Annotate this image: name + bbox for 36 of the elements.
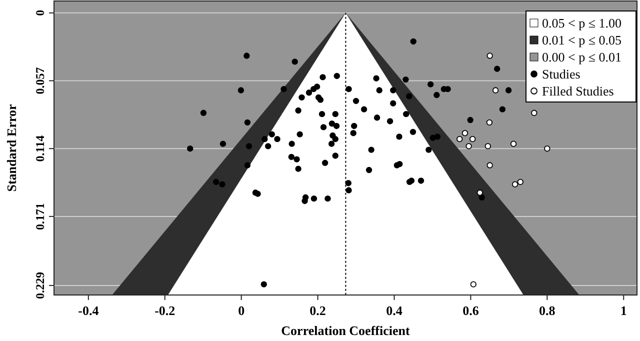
x-tick-label: 0.4 bbox=[386, 303, 403, 318]
x-tick-label: -0.4 bbox=[78, 303, 100, 318]
point bbox=[492, 87, 499, 94]
legend-label: 0.01 < p ≤ 0.05 bbox=[542, 32, 622, 48]
y-axis-title: Standard Error bbox=[4, 104, 19, 192]
point bbox=[510, 140, 517, 147]
legend-label: Filled Studies bbox=[542, 84, 614, 98]
point bbox=[476, 190, 483, 196]
point bbox=[486, 162, 493, 168]
legend-label: 0.05 < p ≤ 1.00 bbox=[542, 16, 622, 30]
y-tick-label: 0.229 bbox=[33, 272, 47, 299]
point bbox=[486, 119, 493, 126]
x-axis-title: Correlation Coefficient bbox=[281, 323, 410, 338]
legend-label: Studies bbox=[542, 66, 580, 82]
point bbox=[512, 181, 518, 188]
band-label: 0.00 < p ≤ 0.01 bbox=[542, 50, 622, 64]
y-tick-label: 0 bbox=[33, 10, 47, 16]
x-tick-label: 0.8 bbox=[539, 303, 556, 318]
x-tick-label: 0.6 bbox=[462, 303, 480, 318]
y-tick-label: 0.171 bbox=[33, 202, 47, 230]
x-tick-label: 0.2 bbox=[310, 303, 326, 318]
point bbox=[456, 136, 463, 142]
point bbox=[466, 143, 472, 150]
point bbox=[470, 281, 476, 288]
point bbox=[486, 52, 493, 59]
y-tick-label: 0.057 bbox=[33, 67, 47, 94]
point bbox=[544, 146, 550, 152]
point bbox=[517, 178, 524, 186]
point bbox=[531, 110, 538, 116]
point bbox=[462, 130, 468, 136]
x-tick-label: 1 bbox=[620, 303, 627, 318]
point bbox=[484, 143, 491, 150]
x-tick-label: 0 bbox=[238, 303, 245, 318]
y-tick-label: 0.114 bbox=[33, 135, 47, 162]
x-tick-label: -0.2 bbox=[154, 303, 176, 318]
point bbox=[470, 136, 476, 142]
